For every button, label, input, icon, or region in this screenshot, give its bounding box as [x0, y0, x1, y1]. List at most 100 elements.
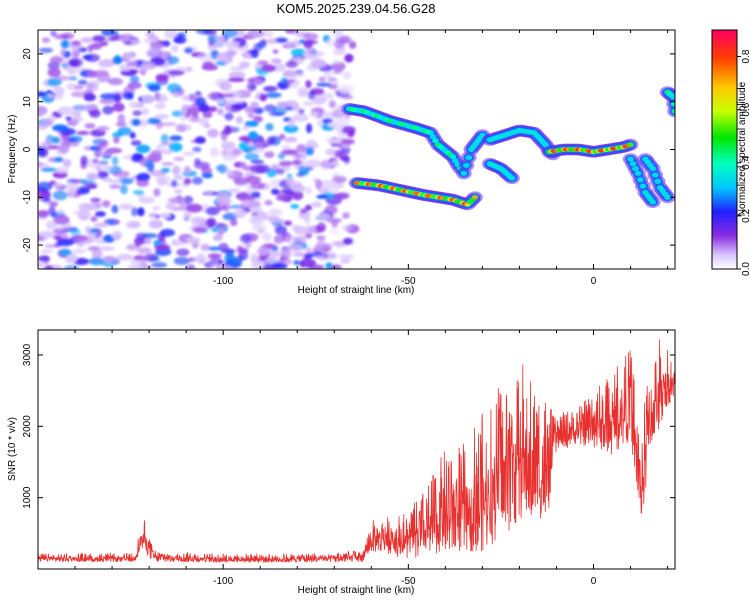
noise-cell: [299, 208, 308, 214]
y-tick-label: 0: [22, 146, 33, 152]
noise-cell: [330, 63, 342, 70]
noise-cell: [251, 215, 261, 224]
noise-cell: [168, 142, 183, 152]
noise-cell: [176, 248, 190, 257]
ridge-0-peak: [363, 110, 370, 115]
noise-cell: [246, 82, 257, 92]
noise-cell: [171, 165, 181, 176]
noise-cell: [336, 132, 349, 138]
noise-cell: [151, 262, 168, 268]
ridge-7-cell: [654, 178, 661, 184]
noise-cell: [91, 42, 103, 50]
noise-cell: [281, 149, 299, 156]
noise-cell: [88, 80, 101, 85]
noise-cell: [94, 211, 106, 217]
noise-cell: [55, 86, 65, 96]
noise-cell: [127, 81, 142, 89]
ridge-8-peak: [666, 91, 673, 96]
noise-cell: [48, 201, 59, 208]
noise-cell: [71, 50, 81, 58]
noise-cell: [305, 204, 313, 211]
noise-cell: [94, 222, 109, 228]
noise-cell: [340, 258, 351, 264]
y-tick-label: -20: [22, 237, 33, 252]
noise-cell: [300, 151, 307, 162]
noise-cell: [144, 253, 159, 262]
noise-cell: [45, 264, 54, 269]
noise-cell: [327, 252, 337, 260]
noise-cell: [96, 126, 110, 132]
noise-cell: [287, 243, 303, 252]
colorbar-ticks: 0.0 0.2 0.4 0.6 0.8: [737, 49, 750, 276]
noise-cell: [154, 244, 171, 251]
noise-cell: [267, 136, 276, 144]
noise-cell: [233, 209, 247, 219]
noise-cell: [340, 138, 356, 145]
noise-cell: [276, 101, 289, 108]
noise-cell: [217, 93, 235, 98]
noise-cell: [161, 161, 174, 166]
noise-cell: [274, 225, 287, 235]
noise-cell: [268, 218, 285, 224]
noise-cell: [137, 207, 145, 217]
noise-cell: [150, 150, 162, 157]
ridge-8-peak: [671, 109, 675, 114]
noise-cell: [142, 233, 158, 239]
ridge-0-peak: [412, 126, 419, 130]
noise-cell: [181, 95, 191, 101]
noise-cell: [236, 245, 244, 254]
noise-cell: [137, 246, 152, 255]
x-tick-label: -100: [213, 276, 233, 287]
noise-cell: [134, 240, 142, 247]
noise-cell: [185, 66, 193, 73]
spectrogram-noise: [38, 30, 360, 269]
noise-cell: [253, 115, 263, 123]
noise-cell: [186, 236, 201, 244]
noise-cell: [66, 83, 75, 91]
noise-cell: [209, 147, 219, 158]
noise-cell: [118, 177, 134, 185]
ridge-6-cell: [627, 156, 634, 162]
noise-cell: [341, 94, 354, 100]
noise-cell: [59, 249, 72, 256]
noise-cell: [141, 108, 150, 116]
noise-cell: [329, 228, 340, 235]
colorbar-label: Normalized spectral amplitude: [737, 81, 748, 216]
noise-cell: [52, 182, 64, 188]
noise-cell: [143, 37, 159, 44]
noise-cell: [132, 190, 145, 195]
noise-cell: [197, 252, 206, 261]
noise-cell: [40, 249, 54, 254]
noise-cell: [288, 117, 296, 128]
noise-cell: [50, 30, 57, 37]
noise-cell: [267, 250, 280, 258]
noise-cell: [71, 234, 89, 242]
noise-cell: [259, 93, 268, 102]
noise-cell: [70, 118, 81, 124]
noise-cell: [262, 264, 276, 269]
noise-cell: [152, 205, 161, 211]
noise-cell: [342, 237, 354, 245]
y-tick-label: 10: [22, 96, 33, 108]
noise-cell: [282, 259, 293, 265]
noise-cell: [46, 93, 54, 99]
noise-cell: [297, 86, 310, 94]
noise-cell: [112, 170, 130, 178]
y-tick-label: -10: [22, 190, 33, 205]
noise-cell: [72, 111, 82, 118]
noise-cell: [194, 97, 206, 106]
ridge-6-cell: [634, 170, 642, 176]
noise-cell: [160, 167, 171, 173]
noise-cell: [127, 265, 144, 269]
noise-cell: [200, 243, 210, 251]
noise-cell: [43, 197, 52, 203]
noise-cell: [239, 61, 251, 69]
noise-cell: [250, 159, 265, 164]
noise-cell: [183, 177, 192, 185]
noise-cell: [52, 124, 69, 132]
noise-cell: [169, 135, 183, 142]
noise-cell: [92, 158, 99, 164]
noise-cell: [119, 65, 132, 72]
spectrogram-ridges: [341, 86, 675, 211]
